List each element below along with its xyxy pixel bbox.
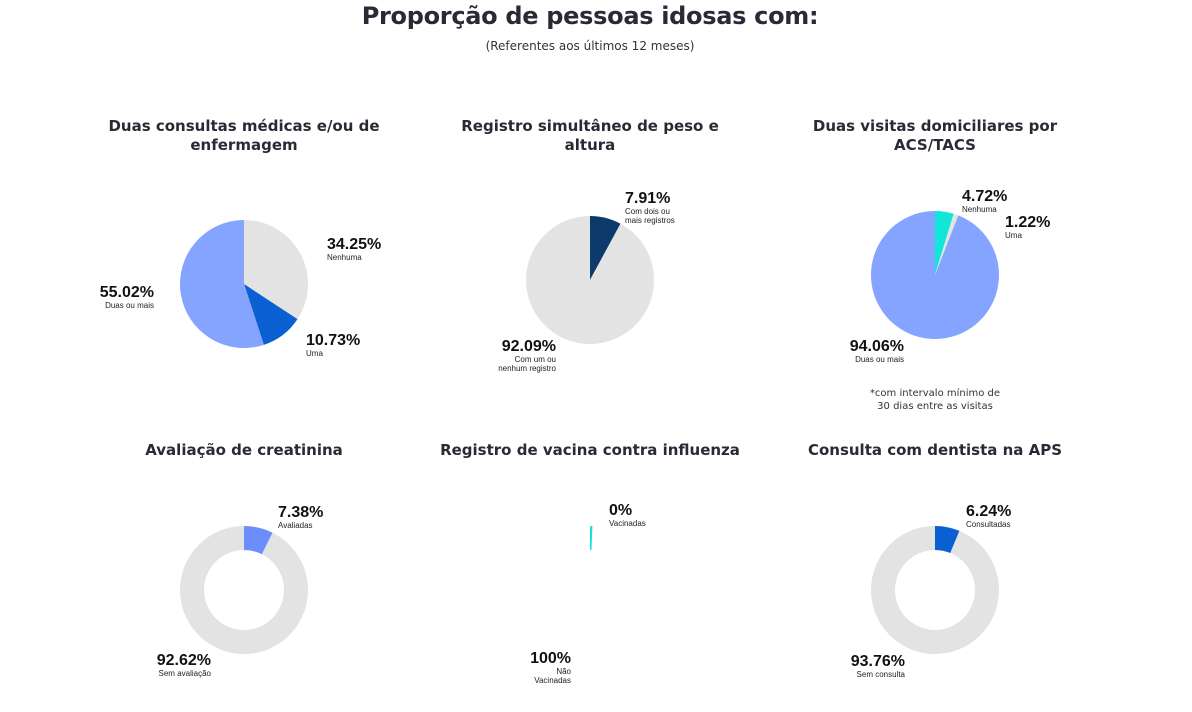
chart-title-consultas: Duas consultas médicas e/ou de enfermage…	[108, 117, 380, 154]
page-subtitle: (Referentes aos últimos 12 meses)	[485, 39, 695, 53]
pie-slice	[935, 211, 954, 275]
pie-slice	[935, 526, 960, 554]
pie-slice	[935, 213, 959, 275]
label-com-dois: 7.91% Com dois ou mais registros	[625, 190, 675, 225]
label-duas-ou-mais: 55.02% Duas ou mais	[99, 284, 154, 310]
label-visitas-duas: 94.06% Duas ou mais	[849, 338, 904, 364]
label-vacinadas: 0% Vacinadas	[609, 502, 646, 528]
label-com-um: 92.09% Com um ou nenhum registro	[498, 338, 556, 373]
chart-title-creatinina: Avaliação de creatinina	[145, 441, 343, 459]
label-sem-avaliacao: 92.62% Sem avaliação	[156, 652, 211, 678]
pie-slice	[244, 284, 298, 345]
pie-slice	[870, 211, 999, 339]
label-nenhuma: 34.25% Nenhuma	[327, 236, 382, 262]
chart-title-vacina: Registro de vacina contra influenza	[440, 441, 740, 459]
footnote-intervalo: *com intervalo mínimo de 30 dias entre as…	[869, 388, 1001, 412]
pie-slice	[871, 526, 1000, 654]
label-nao-vacinadas: 100% Não Vacinadas	[530, 650, 571, 685]
page-title: Proporção de pessoas idosas com:	[361, 2, 819, 30]
pie-slice	[244, 220, 309, 320]
pie-slice	[179, 220, 264, 348]
label-avaliadas: 7.38% Avaliadas	[278, 504, 324, 530]
label-uma: 10.73% Uma	[306, 332, 361, 358]
pie-slice	[244, 526, 273, 555]
chart-title-dentista: Consulta com dentista na APS	[807, 441, 1063, 459]
pie-slice	[590, 526, 593, 551]
pie-slice	[180, 526, 308, 654]
pie-slice	[525, 216, 654, 344]
label-visitas-uma: 1.22% Uma	[1005, 214, 1051, 240]
label-sem-consulta: 93.76% Sem consulta	[850, 653, 905, 679]
pie-slice	[590, 216, 621, 280]
chart-title-visitas: Duas visitas domiciliares por ACS/TACS	[812, 117, 1058, 154]
label-visitas-nenhuma: 4.72% Nenhuma	[962, 188, 1008, 214]
chart-title-peso-altura: Registro simultâneo de peso e altura	[461, 117, 719, 154]
label-consultadas: 6.24% Consultadas	[966, 503, 1012, 529]
